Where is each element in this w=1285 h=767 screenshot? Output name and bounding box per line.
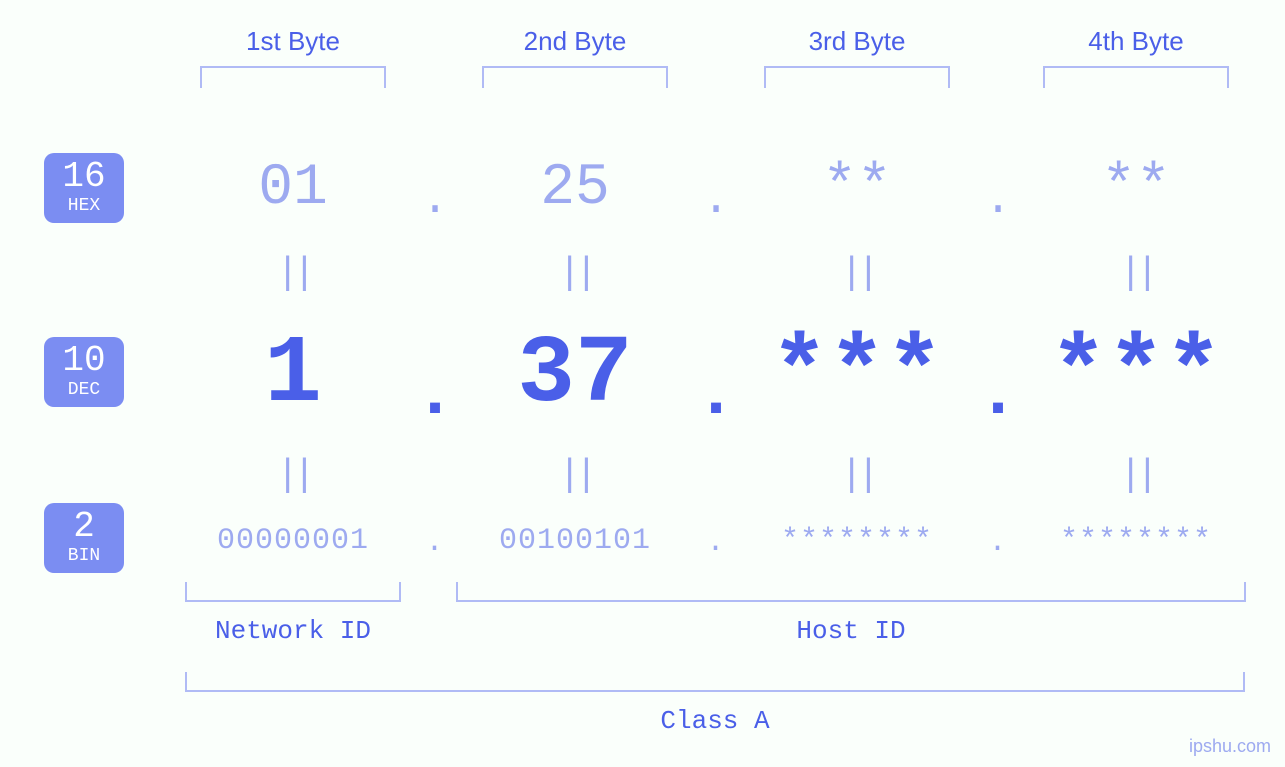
badge-dec-number: 10	[44, 343, 124, 379]
badge-dec-label: DEC	[44, 381, 124, 399]
equals-icon: ||	[1119, 454, 1153, 497]
network-id-bracket	[185, 582, 401, 602]
bin-byte-3: ********	[781, 524, 933, 558]
bin-byte-4: ********	[1060, 524, 1212, 558]
byte-label-2: 2nd Byte	[482, 26, 668, 57]
dec-byte-2: 37	[517, 320, 632, 429]
byte-label-4: 4th Byte	[1043, 26, 1229, 57]
hex-dot-1: .	[421, 174, 449, 226]
hex-byte-1: 01	[258, 156, 328, 221]
byte-label-1: 1st Byte	[200, 26, 386, 57]
class-bracket	[185, 672, 1245, 692]
watermark-text: ipshu.com	[1189, 736, 1271, 757]
badge-bin-number: 2	[44, 509, 124, 545]
hex-byte-3: **	[822, 156, 892, 221]
equals-icon: ||	[276, 252, 310, 295]
equals-icon: ||	[1119, 252, 1153, 295]
badge-hex-label: HEX	[44, 197, 124, 215]
equals-icon: ||	[840, 252, 874, 295]
hex-byte-2: 25	[540, 156, 610, 221]
byte-bracket-3	[764, 66, 950, 88]
bin-byte-1: 00000001	[217, 524, 369, 558]
dec-byte-1: 1	[264, 320, 322, 429]
equals-icon: ||	[558, 252, 592, 295]
badge-hex: 16 HEX	[44, 153, 124, 223]
badge-hex-number: 16	[44, 159, 124, 195]
dec-dot-2: .	[695, 356, 737, 435]
host-id-bracket	[456, 582, 1246, 602]
class-label: Class A	[185, 706, 1245, 736]
bin-dot-1: .	[425, 526, 444, 560]
equals-icon: ||	[840, 454, 874, 497]
dec-dot-1: .	[414, 356, 456, 435]
badge-bin: 2 BIN	[44, 503, 124, 573]
bin-dot-2: .	[706, 526, 725, 560]
dec-byte-4: ***	[1050, 320, 1223, 429]
hex-dot-2: .	[702, 174, 730, 226]
dec-byte-3: ***	[771, 320, 944, 429]
dec-dot-3: .	[977, 356, 1019, 435]
bin-dot-3: .	[988, 526, 1007, 560]
host-id-label: Host ID	[456, 616, 1246, 646]
badge-dec: 10 DEC	[44, 337, 124, 407]
byte-label-3: 3rd Byte	[764, 26, 950, 57]
byte-bracket-4	[1043, 66, 1229, 88]
byte-bracket-2	[482, 66, 668, 88]
network-id-label: Network ID	[185, 616, 401, 646]
bin-byte-2: 00100101	[499, 524, 651, 558]
equals-icon: ||	[558, 454, 592, 497]
byte-bracket-1	[200, 66, 386, 88]
hex-byte-4: **	[1101, 156, 1171, 221]
hex-dot-3: .	[984, 174, 1012, 226]
equals-icon: ||	[276, 454, 310, 497]
badge-bin-label: BIN	[44, 547, 124, 565]
